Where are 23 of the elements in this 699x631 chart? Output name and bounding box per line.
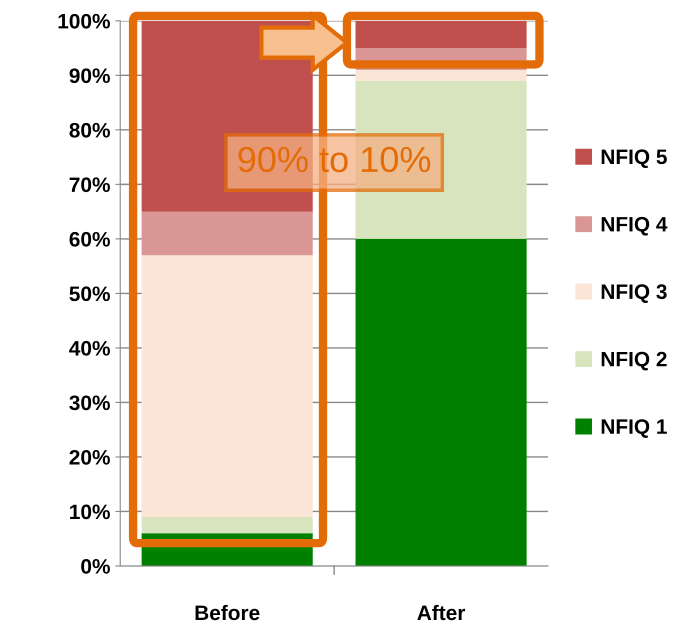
legend-label: NFIQ 3 (602, 284, 667, 303)
y-tick-label: 60% (70, 232, 110, 247)
bar (356, 70, 527, 81)
legend-label: NFIQ 5 (602, 149, 667, 168)
y-tick-label: 100% (58, 14, 110, 29)
y-tick-label: 80% (69, 122, 110, 138)
y-tick-label: 10% (70, 504, 110, 520)
annotation: 90% to 10% (238, 146, 430, 172)
x-tick-label: Before (196, 604, 260, 620)
bar (356, 238, 527, 566)
y-tick-label: 90% (70, 68, 110, 84)
bar (142, 516, 313, 534)
y-tick-label: 0% (81, 559, 110, 574)
y-tick-label: 30% (69, 395, 110, 410)
y-tick-label: 20% (70, 450, 110, 465)
x-tick-label: After (417, 604, 466, 620)
legend-label: NFIQ 4 (602, 216, 668, 236)
y-tick-label: 70% (70, 177, 110, 192)
bar (142, 212, 313, 256)
y-tick-label: 50% (69, 286, 110, 302)
legend-label: NFIQ 1 (602, 419, 667, 438)
y-tick-label: 40% (69, 340, 110, 356)
legend-label: NFIQ 2 (602, 352, 667, 370)
